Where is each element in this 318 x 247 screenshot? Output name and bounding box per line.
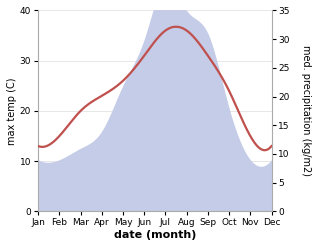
X-axis label: date (month): date (month) (114, 230, 196, 240)
Y-axis label: max temp (C): max temp (C) (7, 77, 17, 145)
Y-axis label: med. precipitation (kg/m2): med. precipitation (kg/m2) (301, 45, 311, 176)
